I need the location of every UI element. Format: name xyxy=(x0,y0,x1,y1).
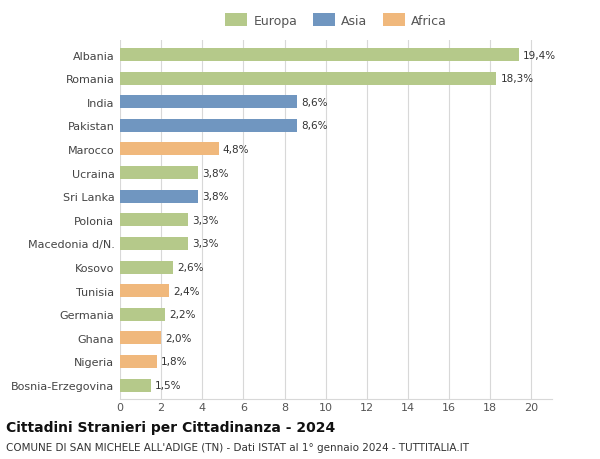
Text: 8,6%: 8,6% xyxy=(301,121,328,131)
Text: 1,8%: 1,8% xyxy=(161,357,188,367)
Bar xyxy=(120,167,198,179)
Legend: Europa, Asia, Africa: Europa, Asia, Africa xyxy=(221,11,451,32)
Bar xyxy=(120,355,157,368)
Text: 1,5%: 1,5% xyxy=(155,380,181,390)
Bar xyxy=(120,49,519,62)
Text: 18,3%: 18,3% xyxy=(500,74,533,84)
Text: 19,4%: 19,4% xyxy=(523,50,556,61)
Text: 2,2%: 2,2% xyxy=(169,309,196,319)
Text: 3,3%: 3,3% xyxy=(192,239,218,249)
Text: 2,4%: 2,4% xyxy=(173,286,200,296)
Text: Cittadini Stranieri per Cittadinanza - 2024: Cittadini Stranieri per Cittadinanza - 2… xyxy=(6,420,335,434)
Text: 3,8%: 3,8% xyxy=(202,168,229,178)
Bar xyxy=(120,261,173,274)
Text: 3,8%: 3,8% xyxy=(202,192,229,202)
Bar xyxy=(120,96,297,109)
Bar xyxy=(120,331,161,345)
Bar xyxy=(120,285,169,297)
Bar xyxy=(120,190,198,203)
Text: 8,6%: 8,6% xyxy=(301,98,328,107)
Bar xyxy=(120,237,188,250)
Bar xyxy=(120,214,188,227)
Bar xyxy=(120,308,165,321)
Bar xyxy=(120,73,496,85)
Text: 4,8%: 4,8% xyxy=(223,145,250,155)
Bar xyxy=(120,143,219,156)
Text: 2,0%: 2,0% xyxy=(165,333,191,343)
Text: 3,3%: 3,3% xyxy=(192,215,218,225)
Bar xyxy=(120,379,151,392)
Text: COMUNE DI SAN MICHELE ALL'ADIGE (TN) - Dati ISTAT al 1° gennaio 2024 - TUTTITALI: COMUNE DI SAN MICHELE ALL'ADIGE (TN) - D… xyxy=(6,442,469,452)
Text: 2,6%: 2,6% xyxy=(178,263,204,273)
Bar xyxy=(120,120,297,133)
